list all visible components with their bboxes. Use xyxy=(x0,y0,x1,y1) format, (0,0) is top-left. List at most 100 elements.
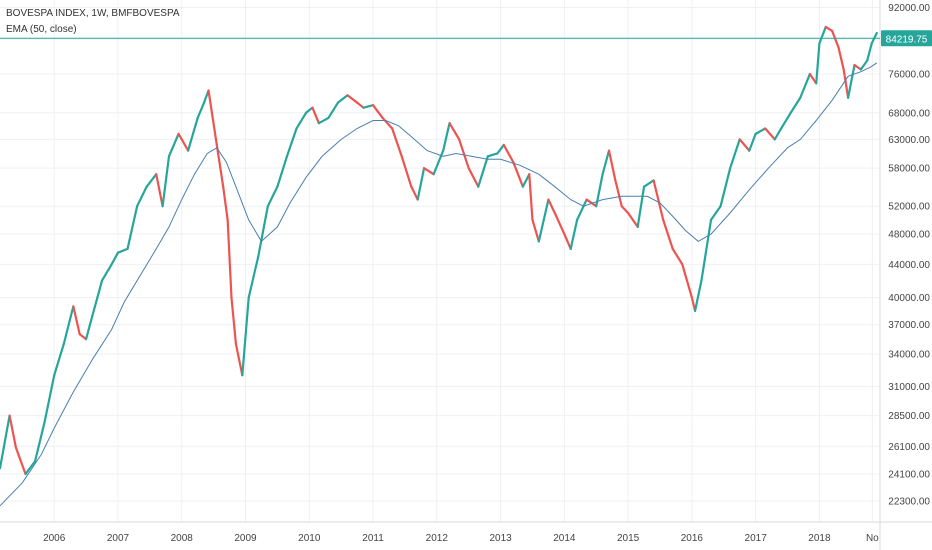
price-segment xyxy=(53,342,65,377)
price-segment xyxy=(859,59,869,71)
indicator-label: EMA (50, close) xyxy=(6,24,77,35)
y-tick-label: 22300.00 xyxy=(888,497,930,508)
price-segment xyxy=(853,63,862,71)
price-segment xyxy=(824,25,834,33)
price-segment xyxy=(563,232,572,251)
price-segment xyxy=(400,155,413,188)
ema-line xyxy=(0,62,878,507)
price-segment xyxy=(346,94,359,104)
price-segment xyxy=(311,106,320,125)
x-tick-label: 2009 xyxy=(234,533,257,544)
price-segment xyxy=(145,173,158,188)
price-segment xyxy=(234,342,244,377)
price-segment xyxy=(91,279,104,317)
price-segment xyxy=(448,122,461,141)
price-segment xyxy=(110,251,120,266)
price-segment xyxy=(837,46,845,71)
price-segment xyxy=(652,179,665,221)
price-segment xyxy=(815,42,821,85)
price-segment xyxy=(391,127,403,158)
x-tick-label: 2015 xyxy=(617,533,640,544)
price-segment xyxy=(620,205,630,215)
price-segment xyxy=(381,116,394,130)
price-segment xyxy=(627,211,639,228)
price-segment xyxy=(100,263,113,282)
price-segment xyxy=(576,198,588,221)
price-segment xyxy=(521,173,531,188)
y-tick-label: 40000.00 xyxy=(888,293,930,304)
price-segment xyxy=(43,374,56,423)
price-segment xyxy=(502,143,515,164)
price-segment xyxy=(477,155,489,188)
price-segment xyxy=(553,211,566,236)
price-segment xyxy=(266,185,279,208)
price-segment xyxy=(719,167,732,208)
y-tick-label: 52000.00 xyxy=(888,202,930,213)
x-tick-label: No xyxy=(866,533,879,544)
price-segment xyxy=(241,296,250,377)
last-price-label: 84219.75 xyxy=(886,34,928,45)
price-segment xyxy=(636,185,646,228)
price-segment xyxy=(831,29,840,49)
x-tick-label: 2007 xyxy=(107,533,130,544)
price-segment xyxy=(780,111,792,130)
price-segment xyxy=(432,149,445,176)
x-tick-label: 2010 xyxy=(298,533,321,544)
x-tick-label: 2017 xyxy=(745,533,768,544)
y-tick-label: 24100.00 xyxy=(888,470,930,481)
price-segment xyxy=(356,101,365,109)
price-segment xyxy=(187,116,199,152)
price-segment xyxy=(789,96,802,114)
price-segment xyxy=(295,111,308,130)
price-segment xyxy=(33,420,46,463)
price-segment xyxy=(442,122,451,152)
price-segment xyxy=(72,305,81,336)
symbol-title: BOVESPA INDEX, 1W, BMFBOVESPA xyxy=(6,8,180,19)
price-segment xyxy=(304,106,314,114)
price-segment xyxy=(155,173,164,208)
price-segment xyxy=(327,101,340,120)
x-tick-label: 2008 xyxy=(171,533,194,544)
x-tick-label: 2013 xyxy=(489,533,512,544)
price-segment xyxy=(116,247,129,254)
price-segment xyxy=(336,94,349,104)
price-segment xyxy=(371,104,384,120)
price-segment xyxy=(167,132,180,158)
x-tick-label: 2011 xyxy=(362,533,384,544)
x-tick-label: 2012 xyxy=(426,533,449,544)
price-segment xyxy=(458,138,470,170)
price-segment xyxy=(410,185,419,201)
price-segment xyxy=(180,138,190,152)
price-segment xyxy=(764,127,776,141)
price-segment xyxy=(215,143,225,188)
price-segment xyxy=(276,155,289,188)
price-segment xyxy=(569,218,579,251)
price-segment xyxy=(24,460,37,476)
price-segment xyxy=(754,127,767,135)
x-tick-label: 2014 xyxy=(553,533,576,544)
price-segment xyxy=(14,446,27,476)
price-segment xyxy=(601,149,611,176)
price-segment xyxy=(866,42,873,62)
y-tick-label: 28500.00 xyxy=(888,411,930,422)
price-segment xyxy=(537,198,550,243)
price-segment xyxy=(196,101,206,120)
plot-area xyxy=(0,0,880,522)
y-tick-label: 76000.00 xyxy=(888,70,930,81)
price-segment xyxy=(842,68,850,99)
price-segment xyxy=(0,414,11,470)
x-tick-label: 2016 xyxy=(681,533,704,544)
y-tick-label: 92000.00 xyxy=(888,3,930,14)
price-segment xyxy=(585,198,598,208)
price-segment xyxy=(729,138,741,170)
price-segment xyxy=(78,333,88,341)
price-segment xyxy=(671,247,684,266)
price-segment xyxy=(700,218,713,282)
chart-legend: BOVESPA INDEX, 1W, BMFBOVESPA EMA (50, c… xyxy=(6,6,180,38)
price-segment xyxy=(230,296,238,346)
y-tick-label: 68000.00 xyxy=(888,108,930,119)
price-segment xyxy=(422,167,435,176)
price-segment xyxy=(317,116,330,125)
